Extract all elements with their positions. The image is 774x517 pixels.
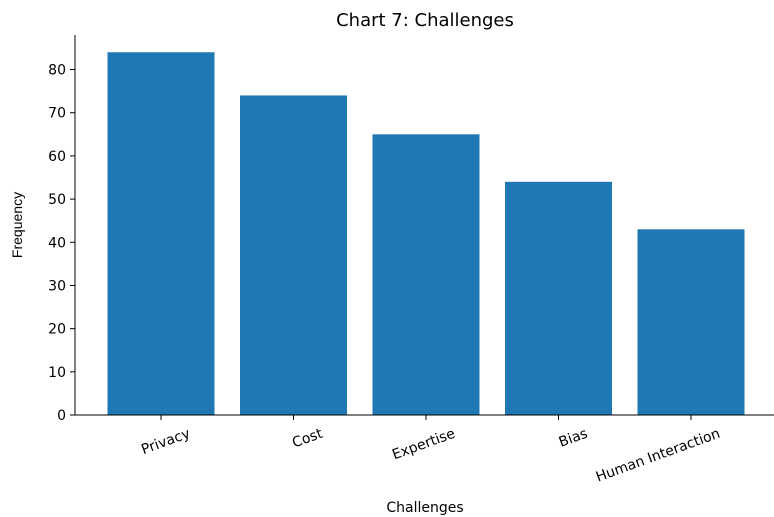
bar-privacy: [107, 52, 215, 416]
y-tick-label: 30: [48, 278, 66, 294]
chart-title: Chart 7: Challenges: [336, 10, 514, 31]
y-tick-label: 60: [48, 149, 66, 165]
y-tick-label: 0: [57, 408, 66, 424]
x-tick-label: Privacy: [139, 426, 192, 458]
bar-bias: [505, 181, 612, 415]
y-tick-label: 70: [48, 106, 66, 122]
x-tick-label: Expertise: [390, 426, 457, 464]
bar-expertise: [372, 134, 480, 415]
bars-group: [107, 52, 745, 416]
y-tick-label: 50: [48, 192, 66, 208]
x-axis-label: Challenges: [386, 500, 463, 516]
y-tick-label: 10: [48, 365, 66, 381]
y-axis-ticks: 0 10 20 30 40 50 60 70 80: [48, 63, 75, 424]
x-axis-ticks: Privacy Cost Expertise Bias Human Interactio…: [139, 415, 722, 486]
y-tick-label: 80: [48, 63, 66, 79]
x-tick-label: Cost: [290, 426, 325, 452]
bar-cost: [240, 95, 347, 415]
x-tick-label: Human Interaction: [594, 426, 722, 486]
x-tick-label: Bias: [557, 426, 590, 451]
bar-human-interaction: [637, 229, 745, 415]
y-axis-label: Frequency: [9, 192, 25, 258]
y-tick-label: 40: [48, 235, 66, 251]
y-tick-label: 20: [48, 322, 66, 338]
